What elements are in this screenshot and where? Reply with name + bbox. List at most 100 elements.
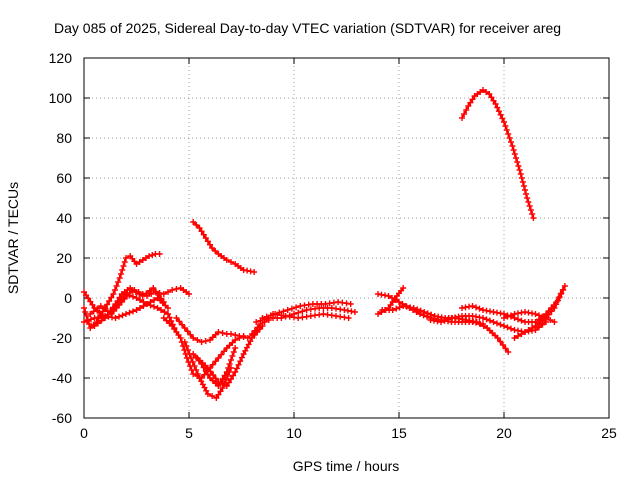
data-point bbox=[516, 167, 523, 173]
data-point bbox=[165, 289, 171, 295]
data-point bbox=[508, 325, 514, 332]
data-point bbox=[123, 255, 129, 261]
series-arc-21 bbox=[511, 283, 568, 341]
series-arc-16 bbox=[375, 285, 407, 317]
data-point bbox=[158, 295, 165, 302]
data-point bbox=[191, 363, 198, 369]
data-point bbox=[247, 338, 254, 345]
data-point bbox=[204, 391, 211, 397]
data-point bbox=[183, 343, 190, 349]
data-point bbox=[173, 315, 180, 321]
data-point bbox=[201, 384, 208, 391]
data-point bbox=[522, 187, 528, 193]
data-point bbox=[501, 323, 507, 329]
data-point bbox=[410, 305, 417, 311]
data-point bbox=[459, 115, 465, 121]
data-point bbox=[198, 339, 205, 345]
data-point bbox=[293, 304, 300, 311]
data-point bbox=[181, 339, 188, 345]
data-point bbox=[414, 306, 421, 313]
data-point bbox=[169, 287, 176, 293]
data-point bbox=[139, 257, 146, 263]
series-arc-14 bbox=[270, 311, 352, 321]
data-point bbox=[245, 341, 252, 348]
data-point bbox=[136, 291, 143, 297]
data-point bbox=[553, 301, 560, 308]
data-point bbox=[221, 348, 227, 355]
data-point bbox=[280, 308, 287, 315]
series-arc-8 bbox=[181, 339, 234, 401]
data-point bbox=[161, 309, 168, 315]
series-arc-3 bbox=[81, 295, 171, 325]
data-point bbox=[202, 235, 209, 241]
data-point bbox=[87, 298, 94, 305]
y-tick-label: 60 bbox=[56, 170, 72, 186]
data-point bbox=[198, 228, 205, 235]
data-point bbox=[89, 301, 96, 308]
data-point bbox=[98, 317, 105, 324]
data-point bbox=[551, 305, 558, 311]
data-point bbox=[215, 329, 222, 335]
data-point bbox=[226, 361, 233, 367]
data-point bbox=[179, 321, 185, 328]
data-point bbox=[494, 104, 501, 111]
chart-title: Day 085 of 2025, Sidereal Day-to-day VTE… bbox=[54, 20, 561, 36]
data-point bbox=[518, 175, 525, 181]
data-point bbox=[240, 334, 247, 340]
y-tick-label: 0 bbox=[64, 290, 72, 306]
data-point bbox=[193, 367, 200, 373]
x-tick-label: 25 bbox=[601, 425, 617, 441]
data-point bbox=[508, 312, 514, 319]
data-series bbox=[81, 87, 568, 401]
data-point bbox=[94, 305, 101, 312]
data-point bbox=[123, 311, 129, 317]
data-point bbox=[119, 312, 126, 319]
data-point bbox=[240, 351, 247, 357]
data-point bbox=[504, 324, 511, 331]
data-point bbox=[173, 286, 180, 292]
data-point bbox=[225, 365, 232, 371]
data-point bbox=[375, 311, 381, 317]
data-point bbox=[130, 308, 136, 315]
x-tick-label: 10 bbox=[286, 425, 302, 441]
data-point bbox=[520, 183, 527, 189]
data-point bbox=[522, 329, 528, 335]
x-tick-label: 20 bbox=[496, 425, 512, 441]
data-point bbox=[445, 316, 451, 323]
data-point bbox=[497, 338, 504, 345]
data-point bbox=[111, 287, 118, 293]
data-point bbox=[210, 372, 217, 378]
data-point bbox=[232, 369, 239, 375]
data-point bbox=[424, 310, 431, 317]
data-point bbox=[86, 321, 93, 327]
axis-ticks: 0 5 10 15 20 25 -60 -40 -20 0 20 40 60 80 100 120 bbox=[49, 50, 617, 441]
data-point bbox=[237, 358, 244, 365]
data-point bbox=[228, 331, 234, 337]
data-point bbox=[417, 307, 424, 314]
data-point bbox=[181, 325, 188, 331]
data-point bbox=[184, 328, 191, 335]
data-point bbox=[207, 241, 213, 248]
data-point bbox=[501, 315, 507, 321]
data-point bbox=[140, 299, 147, 305]
data-point bbox=[132, 289, 139, 295]
data-point bbox=[199, 381, 206, 388]
data-point bbox=[97, 303, 104, 309]
data-point bbox=[194, 371, 201, 377]
data-point bbox=[217, 388, 224, 395]
data-point bbox=[213, 395, 220, 401]
data-point bbox=[207, 368, 214, 375]
data-point bbox=[524, 195, 531, 201]
data-point bbox=[253, 319, 260, 325]
series-arc-22 bbox=[459, 87, 537, 221]
data-point bbox=[104, 311, 111, 318]
data-point bbox=[518, 331, 525, 337]
data-point bbox=[400, 285, 407, 291]
data-point bbox=[87, 311, 94, 317]
x-tick-label: 15 bbox=[391, 425, 407, 441]
data-point bbox=[347, 301, 354, 307]
data-point bbox=[515, 316, 521, 323]
data-point bbox=[518, 317, 525, 324]
data-point bbox=[548, 308, 555, 315]
data-point bbox=[441, 317, 448, 324]
